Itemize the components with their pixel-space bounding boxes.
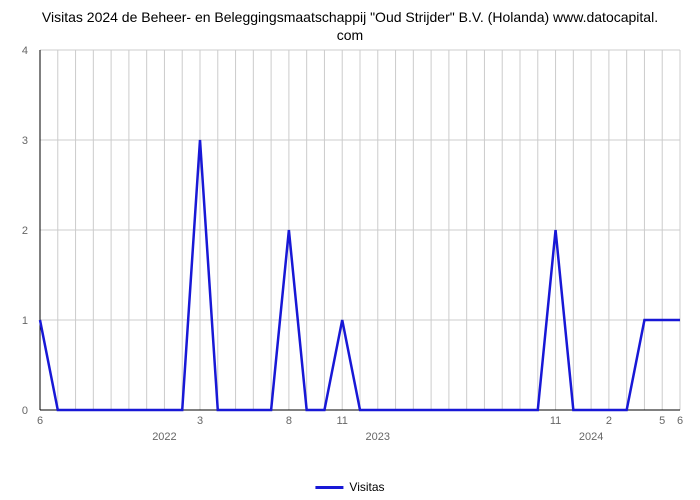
svg-text:4: 4 xyxy=(22,45,28,57)
chart-svg: 012346381111256202220232024 xyxy=(40,50,680,450)
svg-text:2: 2 xyxy=(22,225,28,237)
svg-text:11: 11 xyxy=(337,415,348,427)
svg-text:5: 5 xyxy=(659,415,665,427)
svg-text:3: 3 xyxy=(22,135,28,147)
svg-text:8: 8 xyxy=(286,415,292,427)
svg-text:0: 0 xyxy=(22,405,28,417)
svg-text:11: 11 xyxy=(550,415,561,427)
svg-text:2: 2 xyxy=(606,415,612,427)
svg-text:2022: 2022 xyxy=(152,431,176,443)
svg-text:3: 3 xyxy=(197,415,203,427)
chart-container: Visitas 2024 de Beheer- en Beleggingsmaa… xyxy=(0,0,700,500)
chart-title-line2: com xyxy=(337,27,363,43)
svg-text:2024: 2024 xyxy=(579,431,603,443)
legend: Visitas xyxy=(315,480,384,494)
svg-text:1: 1 xyxy=(22,315,28,327)
legend-swatch xyxy=(315,486,343,489)
svg-text:6: 6 xyxy=(677,415,683,427)
svg-text:6: 6 xyxy=(37,415,43,427)
legend-label: Visitas xyxy=(349,480,384,494)
chart-title: Visitas 2024 de Beheer- en Beleggingsmaa… xyxy=(0,0,700,48)
chart-title-line1: Visitas 2024 de Beheer- en Beleggingsmaa… xyxy=(42,9,658,25)
plot-area: 012346381111256202220232024 xyxy=(40,50,680,450)
svg-text:2023: 2023 xyxy=(366,431,390,443)
